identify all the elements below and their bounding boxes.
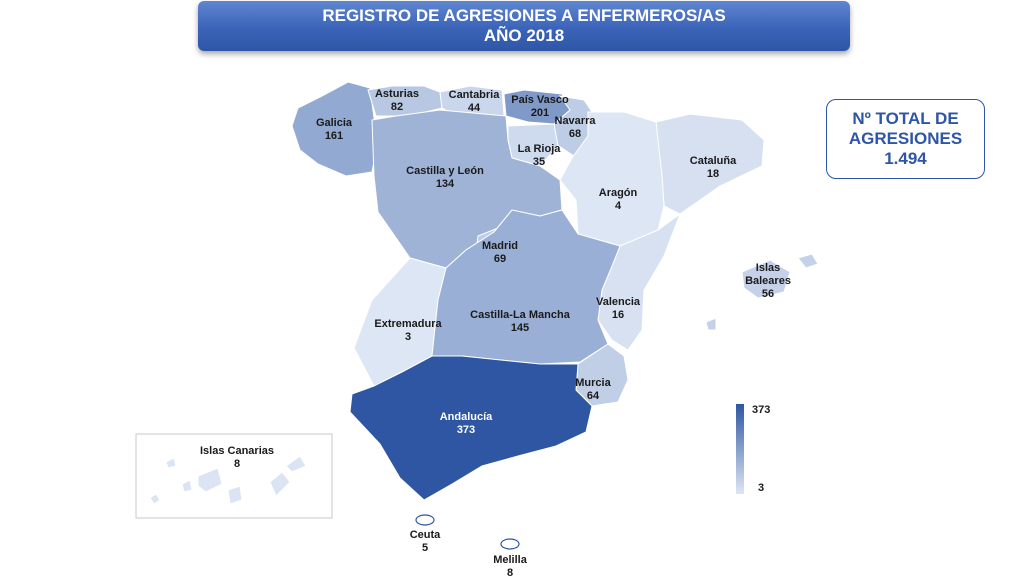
region-value-castilla-y-leon: 134 <box>436 178 455 190</box>
legend-max-label: 373 <box>752 404 771 416</box>
total-label-line-1: Nº TOTAL DE <box>852 109 959 128</box>
region-value-navarra: 68 <box>569 128 581 140</box>
region-value-murcia: 64 <box>587 390 600 402</box>
region-name-la-rioja: La Rioja <box>518 143 562 155</box>
legend-min-label: 3 <box>758 482 765 494</box>
region-value-asturias: 82 <box>391 101 403 113</box>
legend-gradient-bar <box>736 404 744 494</box>
region-name-pais-vasco: País Vasco <box>511 94 569 106</box>
region-value-melilla: 8 <box>507 567 513 576</box>
region-value-aragon: 4 <box>615 200 622 212</box>
title-banner: REGISTRO DE AGRESIONES A ENFERMEROS/AS A… <box>198 1 850 51</box>
region-islas-canarias <box>149 455 307 505</box>
total-aggressions-box: Nº TOTAL DE AGRESIONES 1.494 <box>826 99 985 179</box>
region-value-andalucia: 373 <box>457 424 475 436</box>
region-value-valencia: 16 <box>612 309 624 321</box>
region-name-islas-baleares: Islas Baleares <box>745 262 791 287</box>
region-name-andalucia: Andalucía <box>440 411 493 423</box>
region-name-cataluna: Cataluña <box>690 155 737 167</box>
canarias-inset-frame <box>135 433 333 519</box>
region-name-murcia: Murcia <box>575 377 611 389</box>
region-ceuta <box>415 514 435 526</box>
regions-layer <box>149 81 819 550</box>
region-name-islas-canarias: Islas Canarias <box>200 445 274 457</box>
region-name-aragon: Aragón <box>599 187 638 199</box>
region-value-pais-vasco: 201 <box>531 107 549 119</box>
region-value-galicia: 161 <box>325 130 343 142</box>
region-galicia <box>291 81 379 177</box>
region-name-castilla-y-leon: Castilla y León <box>406 165 484 177</box>
region-name-castilla-la-mancha: Castilla-La Mancha <box>470 309 571 321</box>
region-andalucia <box>349 355 593 501</box>
region-value-castilla-la-mancha: 145 <box>511 322 529 334</box>
region-name-valencia: Valencia <box>596 296 641 308</box>
region-name-ceuta: Ceuta <box>410 529 441 541</box>
region-name-cantabria: Cantabria <box>449 89 501 101</box>
region-name-melilla: Melilla <box>493 554 528 566</box>
region-value-islas-canarias: 8 <box>234 458 240 470</box>
region-name-galicia: Galicia <box>316 117 353 129</box>
title-line-2: AÑO 2018 <box>483 26 565 45</box>
region-value-la-rioja: 35 <box>533 156 545 168</box>
region-name-madrid: Madrid <box>482 240 518 252</box>
total-label-line-2: AGRESIONES <box>848 129 963 148</box>
total-value: 1.494 <box>884 149 927 168</box>
region-value-cantabria: 44 <box>468 102 481 114</box>
title-line-1: REGISTRO DE AGRESIONES A ENFERMEROS/AS <box>322 6 726 25</box>
region-value-madrid: 69 <box>494 253 506 265</box>
region-islas-baleares <box>705 253 819 331</box>
region-name-extremadura: Extremadura <box>374 318 442 330</box>
region-name-navarra: Navarra <box>555 115 597 127</box>
region-value-cataluna: 18 <box>707 168 719 180</box>
region-value-extremadura: 3 <box>405 331 411 343</box>
region-value-ceuta: 5 <box>422 542 428 554</box>
region-name-asturias: Asturias <box>375 88 419 100</box>
region-melilla <box>500 538 520 550</box>
region-value-islas-baleares: 56 <box>762 288 774 300</box>
